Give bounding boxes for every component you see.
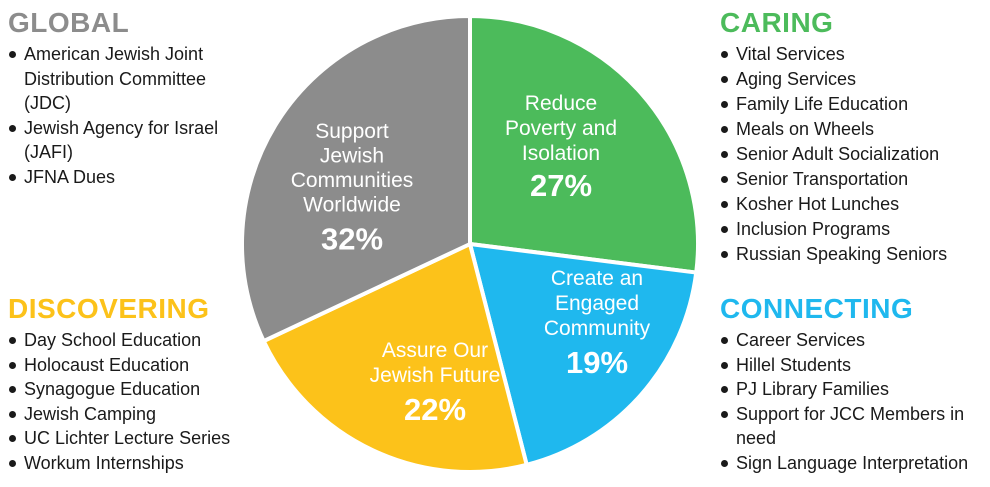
slice-percent-label: 22% [404,392,466,427]
slice-name-line: Worldwide [303,194,401,217]
discovering-item: Holocaust Education [8,353,278,378]
pie-slice [468,14,700,275]
caring-item: Senior Adult Socialization [720,142,985,167]
connecting-list: Career Services Hillel Students PJ Libra… [720,328,985,476]
pie-slices [240,14,700,474]
global-item-jfna: JFNA Dues [8,165,248,190]
pie-slice [240,14,472,344]
discovering-item: Synagogue Education [8,377,278,402]
caring-item: Russian Speaking Seniors [720,242,985,267]
discovering-item: Workum Internships [8,451,278,476]
connecting-item: Hillel Students [720,353,985,378]
slice-name-line: Create an [551,267,643,290]
discovering-list: Day School Education Holocaust Education… [8,328,278,476]
caring-heading: CARING [720,7,834,38]
slice-percent-label: 19% [566,345,628,380]
slice-name-line: Poverty and [505,117,617,140]
slice-percent-label: 27% [530,168,592,203]
slice-name-line: Engaged [555,292,639,315]
pie-slice [261,242,529,474]
slice-name-line: Jewish [320,145,384,168]
discovering-item: UC Lichter Lecture Series [8,426,278,451]
connecting-section: CONNECTING Career Services Hillel Studen… [720,294,985,476]
caring-list: Vital Services Aging Services Family Lif… [720,42,985,267]
global-item-jdc: American Jewish Joint Distribution Commi… [8,42,248,116]
discovering-section: DISCOVERING Day School Education Holocau… [8,294,278,476]
caring-item: Vital Services [720,42,985,67]
slice-name-line: Jewish Future [370,364,501,387]
caring-item: Aging Services [720,67,985,92]
slice-name-line: Isolation [522,142,600,165]
connecting-heading: CONNECTING [720,293,914,324]
connecting-item: Career Services [720,328,985,353]
caring-item: Meals on Wheels [720,117,985,142]
slice-name-line: Community [544,317,651,340]
slice-name-line: Communities [291,169,414,192]
pie-slice [468,242,699,467]
slice-name-line: Reduce [525,92,597,115]
global-list: American Jewish Joint Distribution Commi… [8,42,248,190]
slice-percent-label: 32% [321,222,383,257]
connecting-item: Support for JCC Members in need [720,402,985,451]
caring-item: Inclusion Programs [720,217,985,242]
discovering-item: Day School Education [8,328,278,353]
global-item-jafi: Jewish Agency for Israel (JAFI) [8,116,248,165]
caring-item: Senior Transportation [720,167,985,192]
discovering-heading: DISCOVERING [8,293,210,324]
slice-name-line: Support [315,120,389,143]
connecting-item: Sign Language Interpretation [720,451,985,476]
caring-item: Kosher Hot Lunches [720,192,985,217]
slice-name-line: Assure Our [382,339,488,362]
global-section: GLOBAL American Jewish Joint Distributio… [8,8,248,190]
connecting-item: PJ Library Families [720,377,985,402]
discovering-item: Jewish Camping [8,402,278,427]
caring-section: CARING Vital Services Aging Services Fam… [720,8,985,267]
global-heading: GLOBAL [8,7,130,38]
caring-item: Family Life Education [720,92,985,117]
